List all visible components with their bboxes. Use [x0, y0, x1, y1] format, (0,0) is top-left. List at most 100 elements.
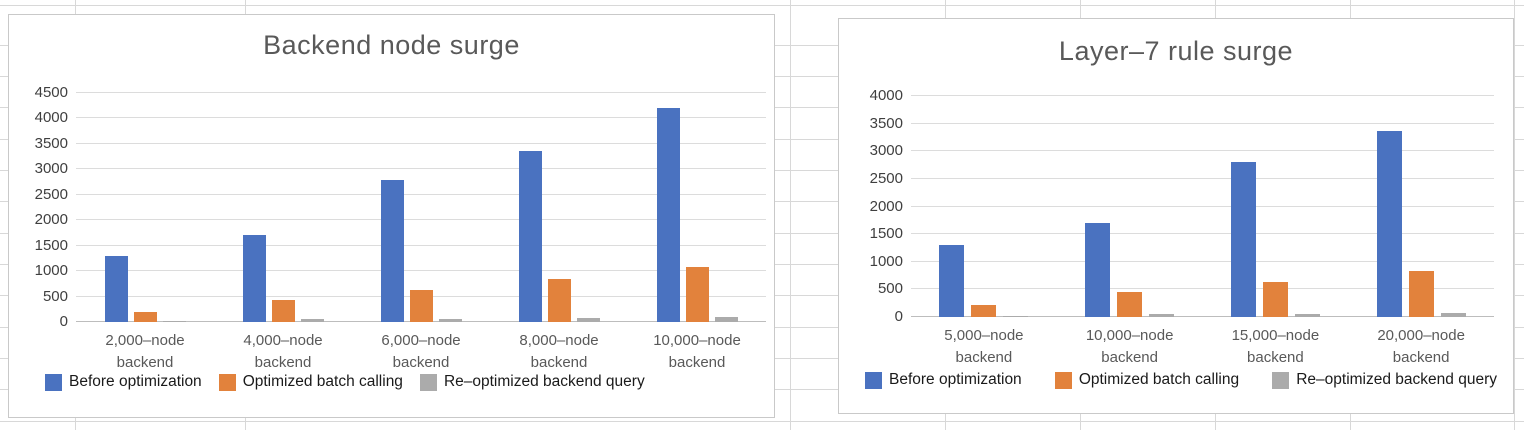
chart-title: Layer–7 rule surge: [1058, 36, 1294, 66]
legend-item-before-optimization[interactable]: Before optimization: [865, 371, 1022, 389]
chart-gridline: [76, 244, 766, 246]
bar-optimized-batch-calling[interactable]: [133, 312, 157, 322]
bar-re-optimized-backend-query[interactable]: [714, 317, 738, 322]
chart-gridline: [76, 142, 766, 144]
re-optimized-backend-query-swatch-icon: [1272, 371, 1290, 389]
y-axis-tick-label: 0: [894, 308, 903, 325]
bar-group-5-000-node: [911, 96, 1057, 317]
chart-panel-backend-node-surge[interactable]: Backend node surge 0 500 1000 1500 2000 2500 3…: [8, 14, 775, 418]
before-optimization-swatch-icon: [865, 371, 882, 389]
x-axis-category-label: 2,000–node backend: [105, 332, 185, 371]
plot-area: 0 500 1000 1500 2000 2500 3000 3500 4000 4500: [35, 84, 766, 330]
y-axis-tick-label: 4500: [34, 84, 68, 101]
bar-before-optimization[interactable]: [1085, 223, 1111, 317]
x-axis-category-label: 4,000–node backend: [243, 332, 323, 371]
chart-legend: Before optimization Optimized batch calli…: [865, 371, 1497, 389]
bar-optimized-batch-calling[interactable]: [1408, 271, 1434, 317]
chart-gridline: [76, 219, 766, 221]
chart-gridline: [911, 233, 1494, 235]
x-axis-category-label: 6,000–node backend: [381, 332, 461, 371]
bar-re-optimized-backend-query[interactable]: [1149, 314, 1175, 317]
bar-group-4-000-node: [214, 93, 352, 322]
sheet-row-gridline: [0, 5, 1524, 6]
chart-gridline: [76, 193, 766, 195]
before-optimization-swatch-icon: [45, 373, 62, 391]
sheet-row-gridline: [0, 421, 1524, 422]
x-axis-category-label: 10,000–node backend: [653, 332, 741, 371]
bar-before-optimization[interactable]: [656, 108, 680, 322]
bar-re-optimized-backend-query[interactable]: [1294, 314, 1320, 317]
bar-before-optimization[interactable]: [1230, 162, 1256, 317]
sheet-column-gridline: [790, 0, 791, 430]
chart-gridline: [911, 260, 1494, 262]
y-axis-tick-label: 2000: [34, 211, 68, 229]
bar-re-optimized-backend-query[interactable]: [300, 319, 324, 322]
bar-group-10-000-node: [628, 93, 766, 322]
bar-optimized-batch-calling[interactable]: [1117, 292, 1143, 317]
chart-legend: Before optimization Optimized batch calli…: [45, 373, 645, 391]
bar-optimized-batch-calling[interactable]: [271, 300, 295, 322]
optimized-batch-calling-swatch-icon: [1054, 371, 1072, 389]
bar-optimized-batch-calling[interactable]: [409, 290, 433, 322]
bar-groups: [76, 93, 766, 322]
bar-group-6-000-node: [352, 93, 490, 322]
chart-gridline: [911, 205, 1494, 207]
bar-optimized-batch-calling[interactable]: [971, 305, 997, 317]
x-axis-labels: 2,000–node backend 4,000–node backend 6,000–…: [76, 330, 766, 374]
legend-item-re-optimized-backend-query[interactable]: Re–optimized backend query: [419, 373, 645, 391]
bar-optimized-batch-calling[interactable]: [547, 279, 571, 322]
y-axis-tick-label: 3000: [869, 142, 903, 160]
y-axis-tick-label: 500: [42, 287, 68, 305]
bar-before-optimization[interactable]: [939, 245, 965, 317]
bar-optimized-batch-calling[interactable]: [685, 267, 709, 322]
y-axis-tick-label: 0: [59, 313, 68, 330]
chart-gridline: [76, 92, 766, 93]
bar-re-optimized-backend-query[interactable]: [576, 318, 600, 322]
bar-groups: [911, 96, 1494, 317]
chart-gridline: [76, 117, 766, 119]
bar-before-optimization[interactable]: [518, 151, 542, 322]
y-axis-tick-label: 1500: [869, 225, 903, 243]
legend-label: Before optimization: [69, 373, 202, 390]
bar-before-optimization[interactable]: [242, 235, 266, 322]
bar-re-optimized-backend-query[interactable]: [438, 319, 462, 322]
y-axis-tick-label: 2000: [869, 197, 903, 215]
y-axis-tick-label: 1500: [34, 236, 68, 254]
chart-gridline: [911, 95, 1494, 96]
chart-gridline: [911, 122, 1494, 124]
bar-before-optimization[interactable]: [380, 180, 404, 322]
bar-before-optimization[interactable]: [1376, 131, 1402, 317]
bar-group-20-000-node: [1348, 96, 1494, 317]
legend-item-re-optimized-backend-query[interactable]: Re–optimized backend query: [1272, 371, 1497, 389]
bar-group-8-000-node: [490, 93, 628, 322]
sheet-column-gridline: [1514, 0, 1515, 430]
chart-panel-layer-7-rule-surge[interactable]: Layer–7 rule surge 0 500 1000 1500 2000 2500 3…: [838, 18, 1514, 414]
legend-label: Re–optimized backend query: [443, 373, 645, 390]
bar-group-2-000-node: [76, 93, 214, 322]
bar-group-10-000-node: [1057, 96, 1203, 317]
bar-before-optimization[interactable]: [104, 256, 128, 322]
x-axis-category-label: 8,000–node backend: [519, 332, 599, 371]
y-axis-tick-label: 3500: [869, 114, 903, 132]
chart-gridline: [76, 270, 766, 272]
legend-item-before-optimization[interactable]: Before optimization: [45, 373, 202, 391]
optimized-batch-calling-swatch-icon: [218, 373, 236, 391]
y-axis-tick-label: 2500: [34, 185, 68, 203]
y-axis-tick-label: 3500: [34, 134, 68, 152]
x-axis-category-label: 20,000–node backend: [1377, 327, 1465, 366]
x-axis-category-label: 15,000–node backend: [1231, 327, 1320, 366]
legend-item-optimized-batch-calling[interactable]: Optimized batch calling: [218, 373, 403, 391]
y-axis-tick-label: 500: [877, 280, 903, 298]
x-axis-labels: 5,000–node backend 10,000–node backend 15,00…: [911, 325, 1494, 369]
bar-group-15-000-node: [1203, 96, 1349, 317]
bar-optimized-batch-calling[interactable]: [1262, 282, 1288, 317]
legend-item-optimized-batch-calling[interactable]: Optimized batch calling: [1054, 371, 1239, 389]
bar-re-optimized-backend-query[interactable]: [1440, 313, 1466, 317]
chart-title: Backend node surge: [263, 30, 520, 60]
legend-label: Re–optimized backend query: [1296, 371, 1497, 388]
legend-label: Before optimization: [889, 371, 1022, 388]
bar-re-optimized-backend-query[interactable]: [1003, 316, 1029, 317]
y-axis-tick-label: 3000: [34, 160, 68, 178]
bar-re-optimized-backend-query[interactable]: [162, 321, 186, 322]
plot-area: 0 500 1000 1500 2000 2500 3000 3500 4000: [870, 87, 1494, 325]
